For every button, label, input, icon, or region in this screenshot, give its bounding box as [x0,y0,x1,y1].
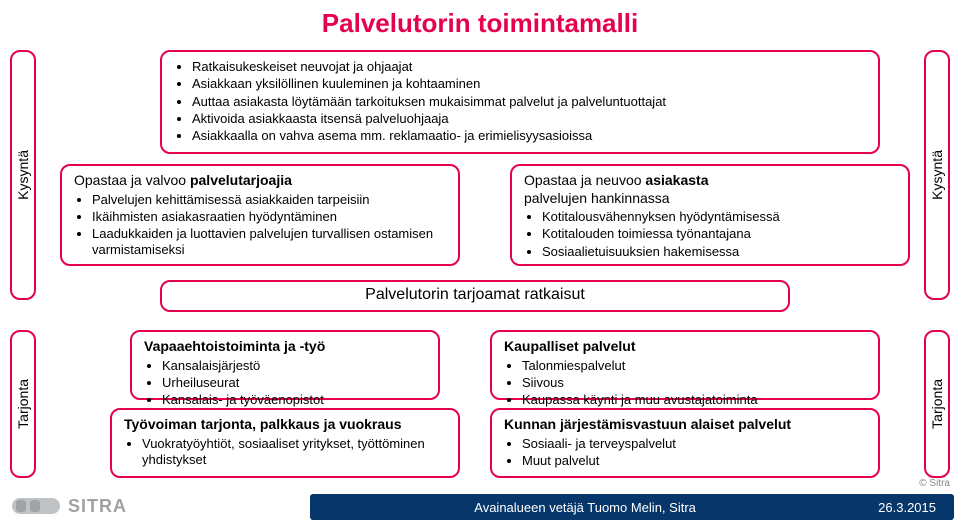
footer-text: Avainalueen vetäjä Tuomo Melin, Sitra [310,500,860,515]
box-vapaaehtois: Vapaaehtoistoiminta ja -työ Kansalaisjär… [130,330,440,400]
header-bold: asiakasta [645,172,708,188]
slide: Palvelutorin toimintamalli Kysyntä Kysyn… [0,0,960,526]
list-item: Kansalais- ja työväenopistot [162,392,426,408]
box-kunnan: Kunnan järjestämisvastuun alaiset palvel… [490,408,880,478]
header-text2: palvelujen hankinnassa [524,190,670,206]
sitra-logo: SITRA [12,490,127,522]
box-kaupalliset: Kaupalliset palvelut Talonmiespalvelut S… [490,330,880,400]
side-tab-kysynta-right: Kysyntä [924,50,950,300]
list-item: Aktivoida asiakkaasta itsensä palveluohj… [192,111,866,127]
slide-title: Palvelutorin toimintamalli [0,8,960,39]
header-bold: palvelutarjoajia [190,172,292,188]
side-tab-tarjonta-left: Tarjonta [10,330,36,478]
list-item: Talonmiespalvelut [522,358,866,374]
list-item: Asiakkaalla on vahva asema mm. reklamaat… [192,128,866,144]
side-tab-tarjonta-right: Tarjonta [924,330,950,478]
brand-text: SITRA [68,496,127,517]
box-header: Vapaaehtoistoiminta ja -työ [144,338,325,354]
list-item: Kotitalousvähennyksen hyödyntämisessä [542,209,896,225]
list-item: Vuokratyöyhtiöt, sosiaaliset yritykset, … [142,436,446,469]
footer-bar: Avainalueen vetäjä Tuomo Melin, Sitra 26… [310,494,954,520]
side-tab-kysynta-left: Kysyntä [10,50,36,300]
footer-date: 26.3.2015 [860,500,954,515]
side-tab-label: Kysyntä [929,150,945,200]
logo-icon [12,498,60,514]
footer-copyright: © Sitra [919,478,950,489]
footer: SITRA Avainalueen vetäjä Tuomo Melin, Si… [0,490,960,526]
list-item: Kaupassa käynti ja muu avustajatoiminta [522,392,866,408]
list-item: Auttaa asiakasta löytämään tarkoituksen … [192,94,866,110]
list-item: Siivous [522,375,866,391]
box-header: Opastaa ja neuvoo asiakasta palvelujen h… [524,172,896,207]
list-item: Asiakkaan yksilöllinen kuuleminen ja koh… [192,76,866,92]
box-header: Kaupalliset palvelut [504,338,635,354]
box-band-ratkaisut: Palvelutorin tarjoamat ratkaisut [160,280,790,312]
box-palvelutarjoajia: Opastaa ja valvoo palvelutarjoajia Palve… [60,164,460,266]
list-item: Kansalaisjärjestö [162,358,426,374]
header-text: Opastaa ja valvoo [74,172,190,188]
box-header: Opastaa ja valvoo palvelutarjoajia [74,172,446,190]
box-header: Kunnan järjestämisvastuun alaiset palvel… [504,416,791,432]
side-tab-label: Tarjonta [929,379,945,429]
box-header: Työvoiman tarjonta, palkkaus ja vuokraus [124,416,402,432]
box-top-overview: Ratkaisukeskeiset neuvojat ja ohjaajat A… [160,50,880,154]
list-item: Muut palvelut [522,453,866,469]
list-item: Sosiaalietuisuuksien hakemisessa [542,244,896,260]
list-item: Urheiluseurat [162,375,426,391]
box-tyovoiman: Työvoiman tarjonta, palkkaus ja vuokraus… [110,408,460,478]
side-tab-label: Tarjonta [15,379,31,429]
list-item: Sosiaali- ja terveyspalvelut [522,436,866,452]
side-tab-label: Kysyntä [15,150,31,200]
list-item: Palvelujen kehittämisessä asiakkaiden ta… [92,192,446,208]
list-item: Ratkaisukeskeiset neuvojat ja ohjaajat [192,59,866,75]
list-item: Laadukkaiden ja luottavien palvelujen tu… [92,226,446,259]
header-text: Opastaa ja neuvoo [524,172,645,188]
list-item: Ikäihmisten asiakasraatien hyödyntäminen [92,209,446,225]
box-asiakasta: Opastaa ja neuvoo asiakasta palvelujen h… [510,164,910,266]
list-item: Kotitalouden toimiessa työnantajana [542,226,896,242]
